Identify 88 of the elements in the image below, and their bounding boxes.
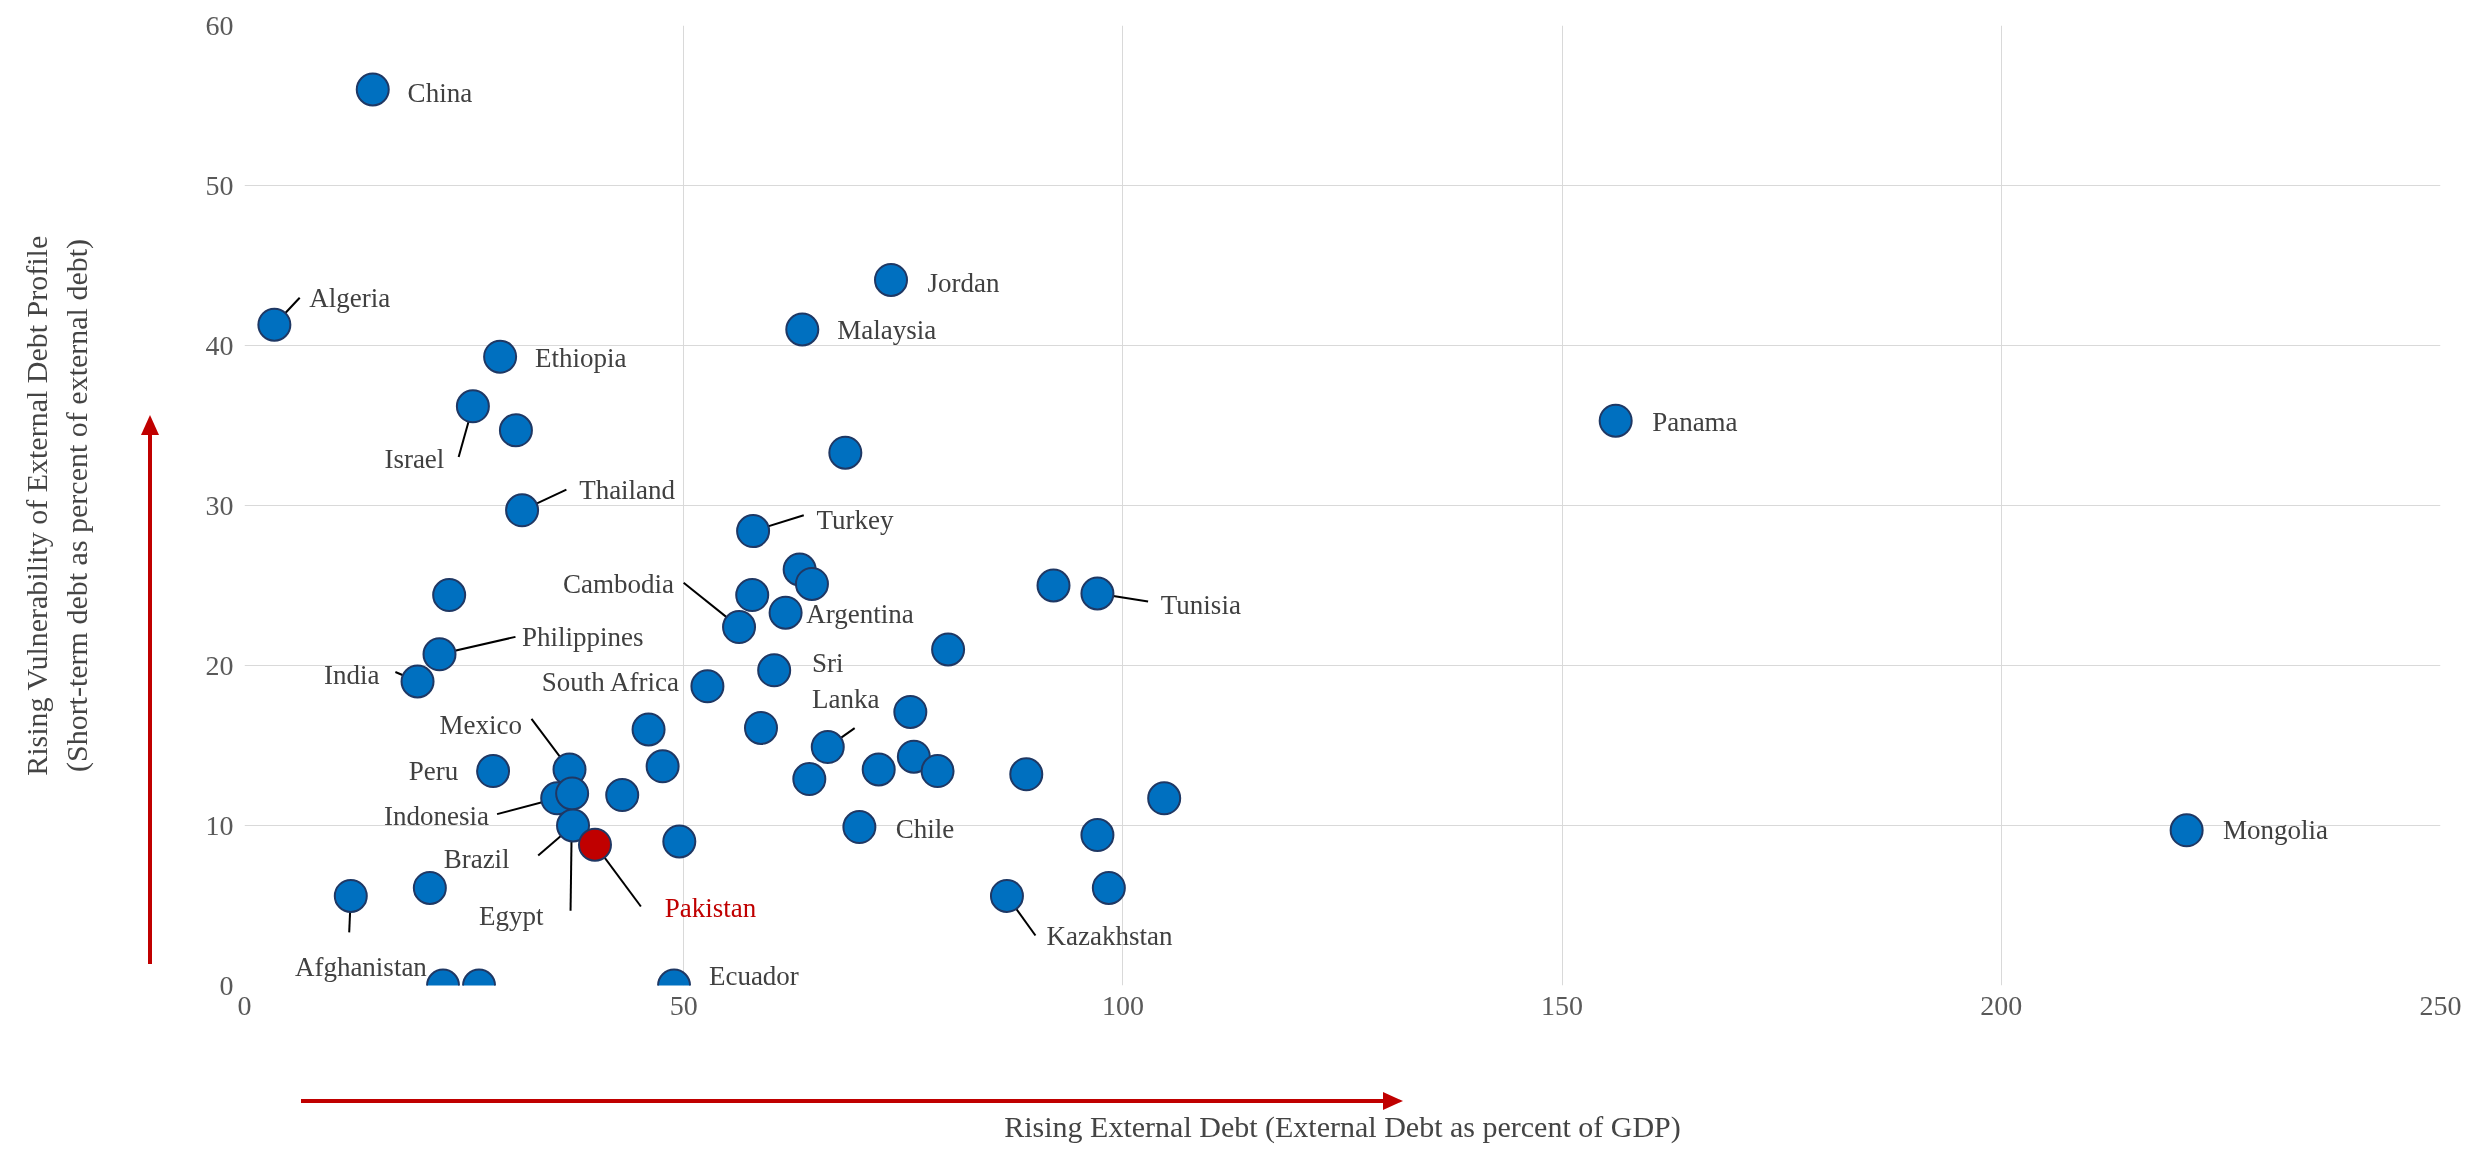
point xyxy=(1598,403,1633,438)
point xyxy=(896,739,931,774)
annotation: Peru xyxy=(408,756,459,787)
y-tick-label: 30 xyxy=(205,489,234,521)
point xyxy=(257,307,292,342)
point xyxy=(555,776,590,811)
point xyxy=(1009,757,1044,792)
x-axis-title: Rising External Debt (External Debt as percent of GDP) xyxy=(1004,1109,1681,1144)
annotation: Mexico xyxy=(439,710,522,741)
point xyxy=(989,878,1024,913)
annotation: China xyxy=(407,77,473,108)
point xyxy=(455,389,490,424)
point xyxy=(498,413,533,448)
point xyxy=(355,72,390,107)
annotation: Afghanistan xyxy=(294,952,428,983)
point xyxy=(577,827,612,862)
y-tick-label: 20 xyxy=(205,649,234,681)
point xyxy=(893,694,928,729)
y-axis-title: Rising Vulnerability of External Debt Profile (Short-term debt as percent of external debt) xyxy=(19,235,94,776)
point xyxy=(605,778,640,813)
point xyxy=(785,312,820,347)
point xyxy=(333,878,368,913)
point xyxy=(631,712,666,747)
point xyxy=(662,824,697,859)
point xyxy=(735,578,770,613)
point xyxy=(810,730,845,765)
annotation: India xyxy=(324,660,380,691)
point xyxy=(792,762,827,797)
annotation: Panama xyxy=(1652,407,1738,438)
point xyxy=(690,669,725,704)
annotation: Jordan xyxy=(927,268,1000,299)
point xyxy=(400,664,435,699)
point xyxy=(1091,870,1126,905)
point xyxy=(476,754,511,789)
point xyxy=(861,752,896,787)
annotation: Mongolia xyxy=(2223,815,2329,846)
x-tick-label: 150 xyxy=(1541,989,1584,1021)
annotation: Israel xyxy=(384,443,445,474)
y-tick-label: 0 xyxy=(219,969,234,1001)
annotation: South Africa xyxy=(541,666,679,697)
annotation: Ecuador xyxy=(708,960,799,991)
point xyxy=(931,632,966,667)
x-tick-label: 200 xyxy=(1980,989,2023,1021)
point xyxy=(828,435,863,470)
text: Pakistan xyxy=(664,893,757,924)
x-tick-label: 250 xyxy=(2419,989,2462,1021)
point xyxy=(744,710,778,745)
point xyxy=(1080,576,1115,611)
y-tick-label: 60 xyxy=(205,9,234,41)
point xyxy=(2169,813,2204,848)
x-tick-label: 50 xyxy=(669,989,698,1021)
point xyxy=(645,749,680,784)
annotation: Cambodia xyxy=(563,569,675,600)
point xyxy=(722,610,757,645)
annotation: Algeria xyxy=(309,282,391,313)
point xyxy=(920,754,955,789)
y-tick-label: 50 xyxy=(205,169,234,201)
point xyxy=(757,653,792,688)
annotation: Kazakhstan xyxy=(1046,920,1174,951)
x-tick-label: 100 xyxy=(1101,989,1144,1021)
point xyxy=(432,578,467,613)
annotation: Indonesia xyxy=(384,800,490,831)
point xyxy=(736,514,771,549)
point xyxy=(794,566,829,601)
point xyxy=(505,493,540,528)
point xyxy=(412,870,447,905)
point xyxy=(768,595,803,630)
annotation: Malaysia xyxy=(837,314,937,345)
annotation: Brazil xyxy=(443,843,510,874)
y-tick-label: 10 xyxy=(205,809,234,841)
point xyxy=(1036,568,1071,603)
point xyxy=(556,808,591,843)
annotation: Philippines xyxy=(521,621,644,652)
point xyxy=(874,262,908,297)
annotation: Sri Lanka xyxy=(811,647,880,714)
annotation: Turkey xyxy=(816,505,895,536)
point xyxy=(483,339,518,374)
annotation: Thailand xyxy=(579,474,676,505)
annotation: Ethiopia xyxy=(534,343,627,374)
annotation: Tunisia xyxy=(1160,589,1241,620)
point xyxy=(1080,818,1115,853)
annotation: Chile xyxy=(895,813,955,844)
point xyxy=(842,810,877,845)
point xyxy=(1147,781,1182,816)
y-tick-label: 40 xyxy=(205,329,234,361)
point xyxy=(422,637,457,672)
annotation: Argentina xyxy=(806,599,914,630)
annotation: Egypt xyxy=(479,900,545,931)
